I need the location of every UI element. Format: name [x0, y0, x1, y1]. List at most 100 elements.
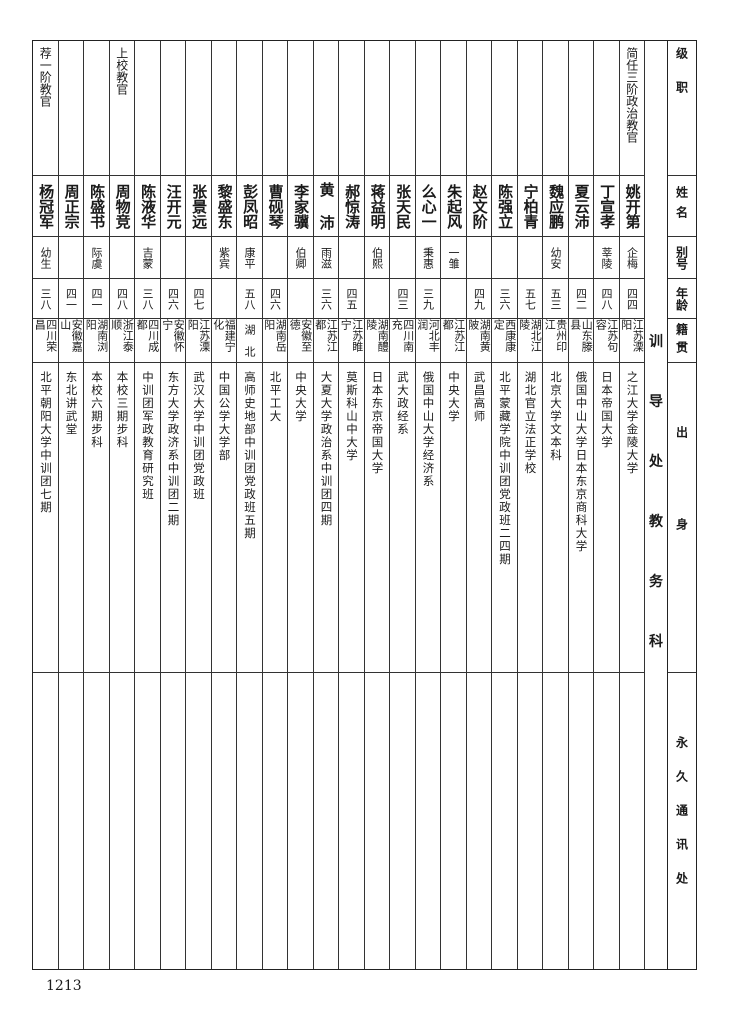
- department-char: 务: [649, 574, 663, 590]
- person-name: 周物竞: [113, 183, 132, 229]
- person-origin: 湖北官立法正学校: [523, 371, 538, 475]
- person-native: 浙江泰顺: [109, 319, 134, 352]
- alias-cell: [160, 237, 185, 279]
- person-native: 江苏溧阳: [186, 319, 211, 352]
- person-name: 郝惊涛: [343, 183, 362, 229]
- address-cell: [288, 673, 313, 969]
- origin-cell: 中央大学: [288, 363, 313, 673]
- person-age: 三六: [498, 287, 512, 310]
- table-row: 陈盛书 际虞 四一 湖南浏阳 本校六期步科: [83, 41, 109, 969]
- person-native: 安徽怀宁: [160, 319, 185, 352]
- age-cell: 四七: [186, 279, 211, 319]
- person-age: 三八: [39, 287, 53, 310]
- department-char: 导: [649, 394, 663, 410]
- person-name: 宁柏青: [521, 183, 540, 229]
- person-native: 湖南黄陂: [466, 319, 491, 352]
- header-native: 籍贯: [668, 319, 696, 363]
- rank-cell: [492, 41, 517, 176]
- person-name: 周正宗: [62, 183, 81, 229]
- rank-cell: [160, 41, 185, 176]
- table-row: 黄 沛雨滋 三六 江苏江都 大夏大学政治系中训团四期: [312, 41, 339, 969]
- person-alias: 幼生: [39, 246, 53, 269]
- person-alias: 伯卿: [294, 246, 308, 269]
- person-origin: 俄国中山大学经济系: [421, 371, 436, 488]
- person-origin: 东北讲武堂: [64, 371, 79, 436]
- person-alias: 吉蒙: [141, 246, 155, 269]
- native-cell: 安徽至德: [288, 319, 313, 363]
- name-cell: 陈强立: [492, 176, 517, 237]
- age-cell: 五八: [237, 279, 262, 319]
- table-row: 张天民 四三 四川南充 武大政经系: [389, 41, 415, 969]
- alias-cell: [186, 237, 211, 279]
- origin-cell: 武汉大学中训团党政班: [186, 363, 211, 673]
- native-cell: 河北丰润: [415, 319, 440, 363]
- rank-cell: [313, 41, 338, 176]
- alias-cell: 一雏: [441, 237, 466, 279]
- header-name-label: 姓名: [674, 186, 689, 226]
- address-cell: [84, 673, 109, 969]
- age-cell: 五三: [543, 279, 568, 319]
- rank-cell: [594, 41, 619, 176]
- native-cell: 四川南充: [390, 319, 415, 363]
- native-cell: 湖南黄陂: [466, 319, 491, 363]
- table-row: 李家骥伯卿安徽至德 中央大学: [287, 41, 313, 969]
- person-native: 贵州印江: [543, 319, 568, 352]
- rank-cell: [441, 41, 466, 176]
- age-cell: [288, 279, 313, 319]
- age-cell: 四二: [568, 279, 593, 319]
- person-rank: 荐一阶教官: [38, 47, 53, 107]
- person-origin: 俄国中山大学日本东京商科大学: [574, 371, 589, 553]
- header-rank: 级职: [668, 41, 696, 176]
- alias-cell: [466, 237, 491, 279]
- person-native: 江苏江都: [313, 319, 338, 352]
- address-cell: [314, 673, 339, 969]
- person-native: 安徽嘉山: [58, 319, 83, 352]
- person-origin: 本校六期步科: [90, 371, 104, 449]
- origin-cell: 俄国中山大学经济系: [415, 363, 440, 673]
- age-cell: 三八: [33, 279, 58, 319]
- person-name: 李家骥: [292, 183, 311, 229]
- person-origin: 武汉大学中训团党政班: [192, 371, 206, 501]
- origin-cell: 莫斯科山中大学: [339, 363, 364, 673]
- address-cell: [390, 673, 415, 969]
- alias-cell: [262, 237, 287, 279]
- address-cell: [441, 673, 466, 969]
- person-native: 山东滕县: [568, 319, 593, 352]
- person-name: 丁宣孝: [598, 183, 617, 229]
- table-row: 丁宣孝 莘陵 四八 江苏句容 日本帝国大学: [593, 41, 619, 969]
- person-age: 四一: [90, 287, 104, 310]
- person-alias: 际虞: [90, 246, 104, 269]
- person-age: 四八: [600, 287, 614, 310]
- alias-cell: [517, 237, 542, 279]
- department-char: 训: [649, 334, 663, 350]
- rank-cell: [339, 41, 364, 176]
- table-row: 陈液华 吉蒙 三八 四川成都 中训团军政教育研究班: [134, 41, 160, 969]
- person-origin: 日本帝国大学: [600, 371, 614, 449]
- person-age: 四八: [115, 287, 129, 310]
- person-age: 四七: [192, 287, 206, 310]
- age-cell: 五七: [517, 279, 542, 319]
- person-name: 么心一: [419, 183, 438, 229]
- person-origin: 武大政经系: [396, 371, 410, 436]
- person-alias: 企梅: [625, 246, 639, 269]
- table-row: 郝惊涛 四五 江苏睢宁 莫斯科山中大学: [338, 41, 364, 969]
- native-cell: 江苏溧阳: [186, 319, 211, 363]
- address-cell: [263, 673, 288, 969]
- native-cell: 湖南岳阳: [262, 319, 287, 363]
- table-row: 周正宗 四一 安徽嘉山 东北讲武堂: [57, 41, 83, 969]
- person-alias: 伯熙: [370, 246, 384, 269]
- address-cell: [237, 673, 262, 969]
- address-cell: [135, 673, 160, 969]
- person-native: 江苏江都: [441, 319, 466, 352]
- name-cell: 夏云沛: [568, 176, 593, 237]
- origin-cell: 之江大学金陵大学: [619, 363, 644, 673]
- person-native: 四川南充: [390, 319, 415, 352]
- alias-cell: 雨滋: [313, 237, 338, 279]
- person-name: 陈液华: [139, 183, 158, 229]
- age-cell: [211, 279, 236, 319]
- person-native: 湖南岳阳: [262, 319, 287, 352]
- native-cell: 湖南浏阳: [84, 319, 109, 363]
- person-rank: 上校教官: [114, 47, 129, 95]
- origin-cell: 东方大学政济系中训团二期: [160, 363, 185, 673]
- age-cell: [441, 279, 466, 319]
